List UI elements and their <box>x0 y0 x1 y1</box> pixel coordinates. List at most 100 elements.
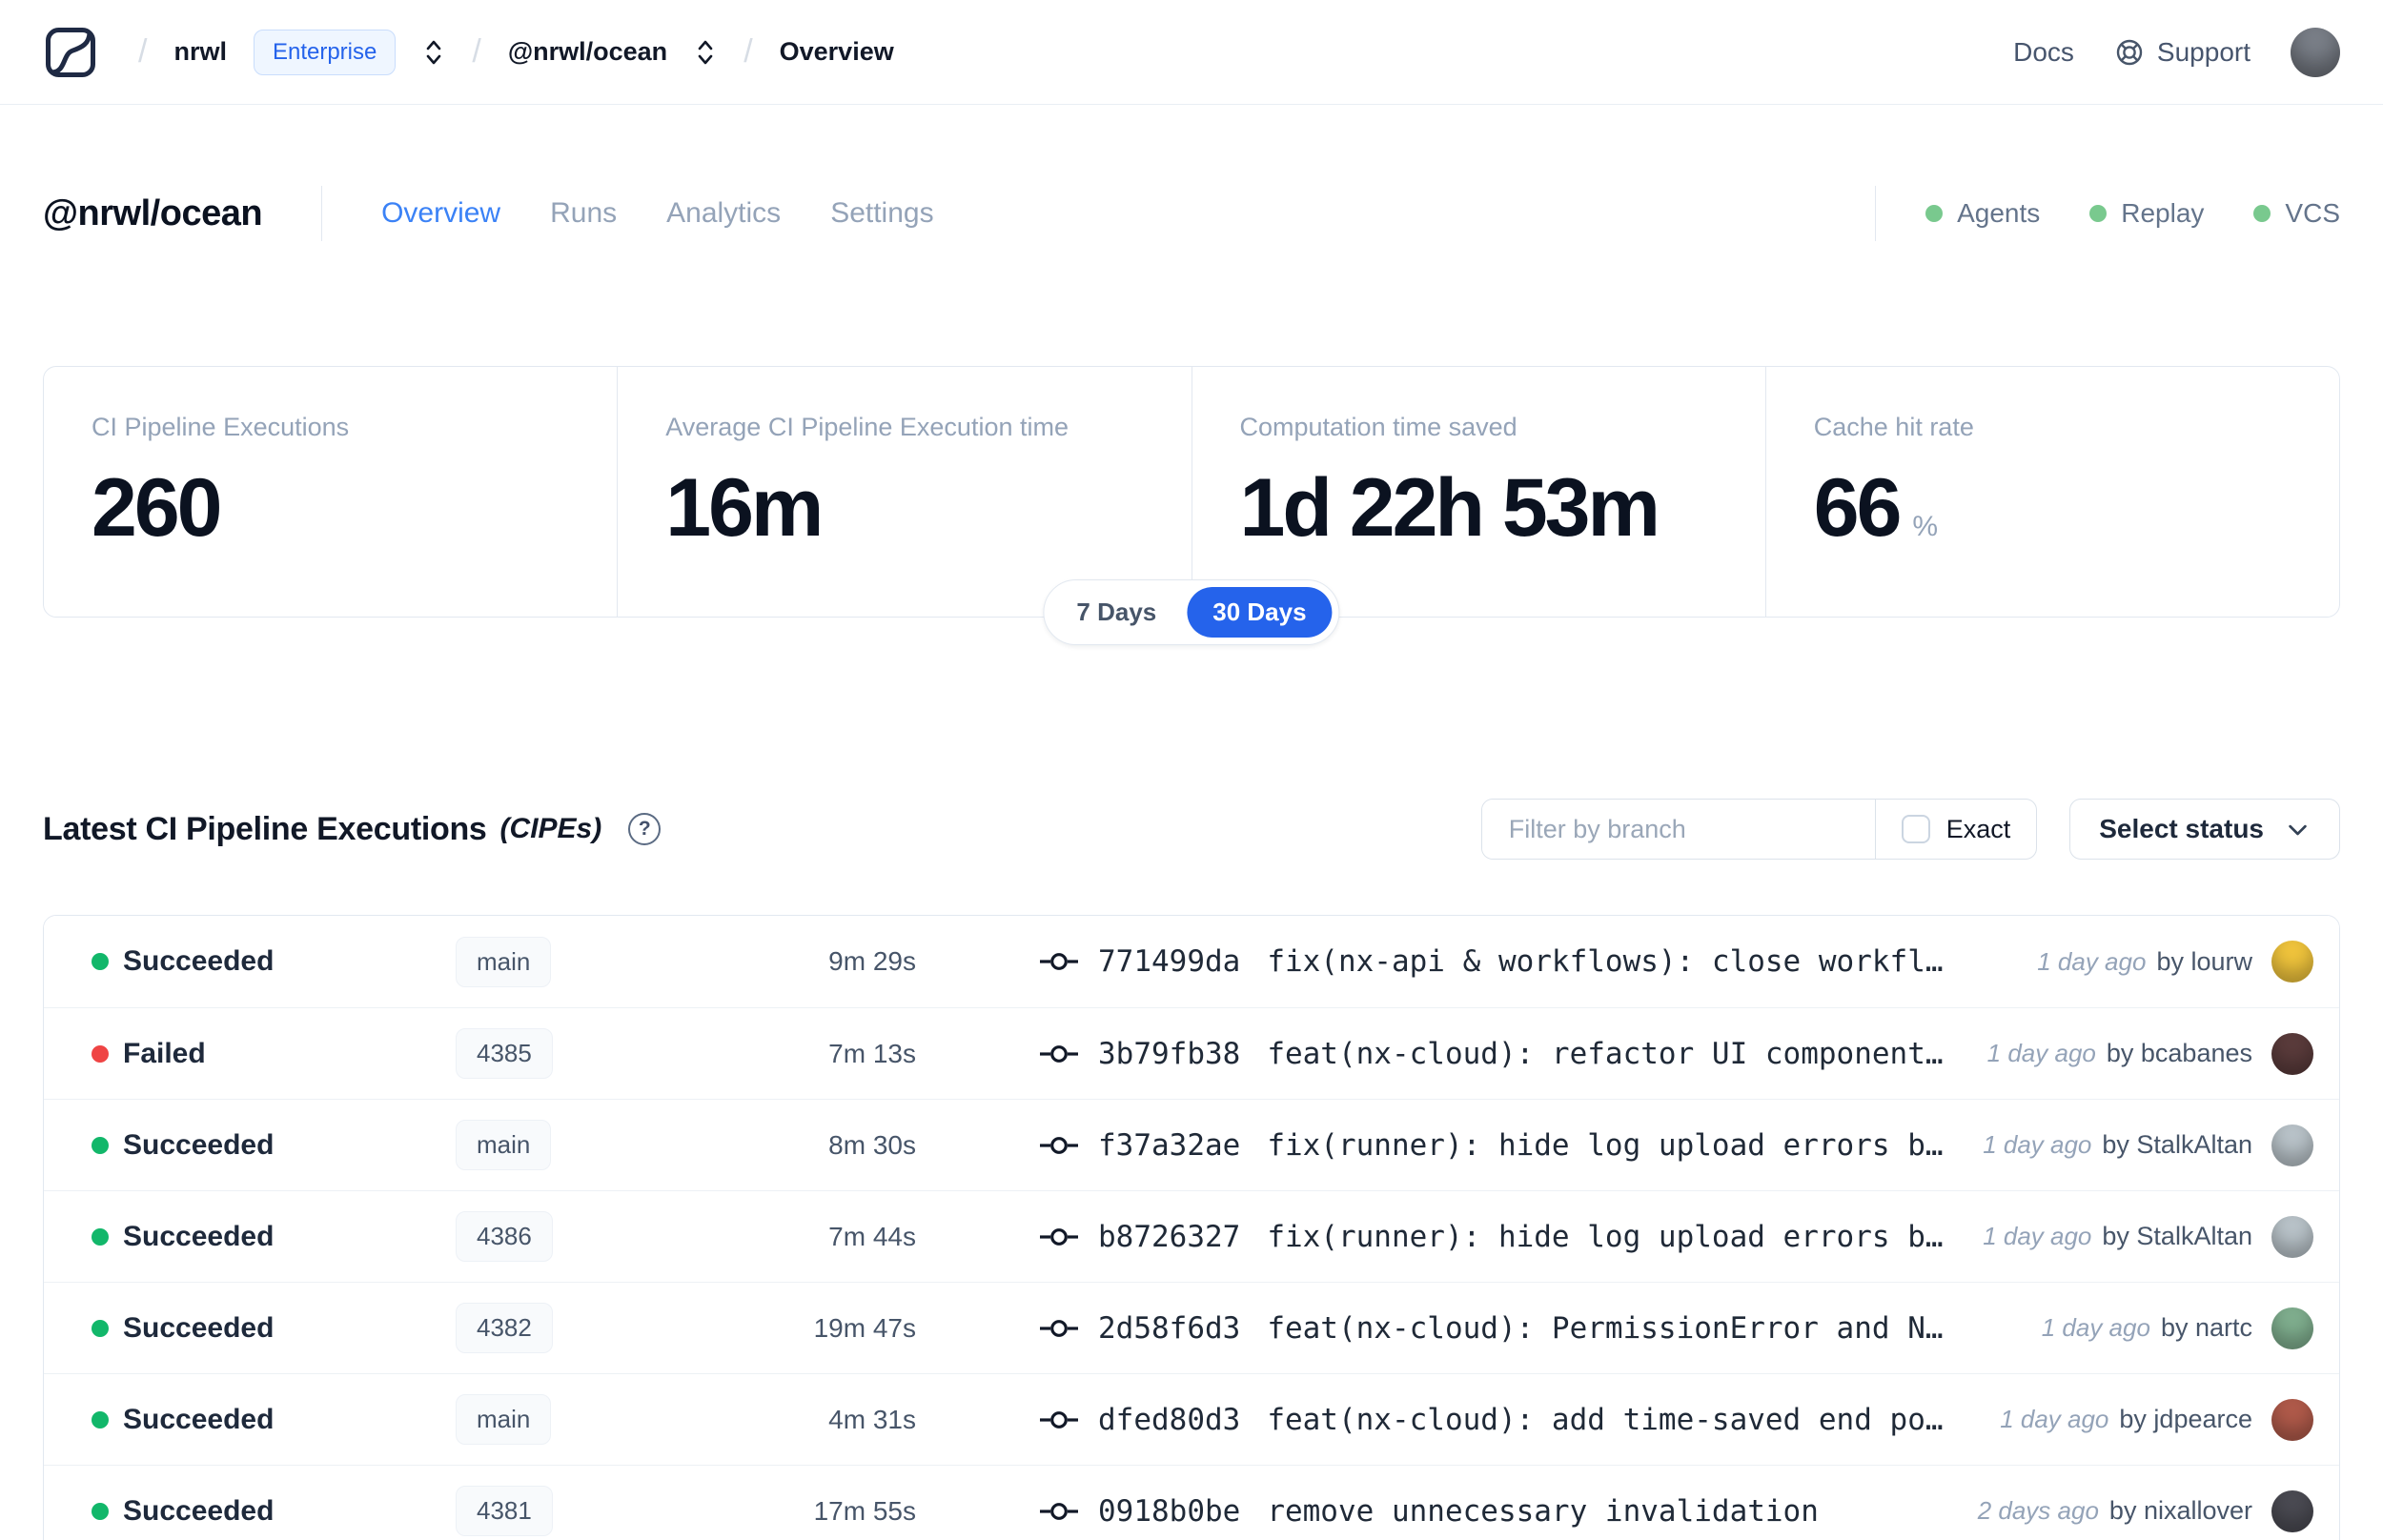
navbar-right: Docs Support <box>2013 27 2340 77</box>
cipe-time: 1 day ago <box>2037 946 2147 976</box>
stat-value: 1d 22h 53m <box>1239 462 1660 554</box>
branch-badge[interactable]: 4381 <box>456 1486 553 1536</box>
cipe-section-header: Latest CI Pipeline Executions (CIPEs) ? … <box>0 799 2383 860</box>
avatar <box>2271 941 2313 983</box>
git-commit-icon <box>1039 1406 1079 1434</box>
cipe-row[interactable]: Succeeded main 9m 29s 771499da fix(nx-api… <box>44 916 2339 1007</box>
cipe-status: Succeeded <box>123 1220 275 1252</box>
tab-runs[interactable]: Runs <box>550 197 618 229</box>
commit-info: 3b79fb38 feat(nx-cloud): refactor UI comp… <box>1039 1037 1944 1071</box>
workspace-tabs: Overview Runs Analytics Settings <box>381 197 934 230</box>
workspace-header: @nrwl/ocean Overview Runs Analytics Sett… <box>0 173 2383 253</box>
exact-match-option: Exact <box>1874 800 2037 859</box>
help-icon[interactable]: ? <box>628 813 662 845</box>
docs-link[interactable]: Docs <box>2013 36 2074 67</box>
select-status-dropdown[interactable]: Select status <box>2069 799 2340 860</box>
top-navbar: / nrwl Enterprise / @nrwl/ocean / Overvi… <box>0 0 2383 105</box>
status-vcs: VCS <box>2253 198 2340 229</box>
cipe-row[interactable]: Succeeded 4386 7m 44s b8726327 fix(runner… <box>44 1190 2339 1282</box>
tab-analytics[interactable]: Analytics <box>666 197 782 229</box>
commit-hash[interactable]: 3b79fb38 <box>1098 1036 1241 1071</box>
cipe-time: 1 day ago <box>2041 1313 2150 1342</box>
cipe-row[interactable]: Succeeded 4381 17m 55s 0918b0be remove un… <box>44 1465 2339 1540</box>
stat-cache-hit-rate: Cache hit rate 66% <box>1764 367 2339 617</box>
workspace-switcher-chevrons-icon[interactable] <box>694 35 717 70</box>
cipe-row[interactable]: Failed 4385 7m 13s 3b79fb38 feat(nx-cloud… <box>44 1007 2339 1099</box>
cipe-duration: 8m 30s <box>828 1129 916 1160</box>
tab-settings[interactable]: Settings <box>830 197 934 229</box>
branch-badge[interactable]: main <box>456 1120 552 1170</box>
select-status-label: Select status <box>2099 814 2264 843</box>
breadcrumb-org[interactable]: nrwl <box>173 37 227 66</box>
commit-hash[interactable]: 2d58f6d3 <box>1098 1310 1241 1346</box>
cipe-meta: 2 days ago by nixallover <box>1977 1489 2313 1532</box>
commit-info: b8726327 fix(runner): hide log upload err… <box>1039 1220 1944 1254</box>
cipe-row[interactable]: Succeeded main 4m 31s dfed80d3 feat(nx-cl… <box>44 1373 2339 1465</box>
cipe-duration: 17m 55s <box>813 1495 916 1526</box>
range-30-days-button[interactable]: 30 Days <box>1187 587 1333 638</box>
avatar <box>2271 1032 2313 1075</box>
exact-checkbox[interactable] <box>1901 815 1930 843</box>
cipe-section-title: Latest CI Pipeline Executions <box>43 810 487 847</box>
commit-hash[interactable]: dfed80d3 <box>1098 1402 1241 1437</box>
support-link[interactable]: Support <box>2114 37 2251 68</box>
nx-cloud-logo-icon[interactable] <box>43 25 98 80</box>
status-dot-icon <box>92 1227 109 1246</box>
stat-average-execution-time: Average CI Pipeline Execution time 16m <box>617 367 1191 617</box>
branch-filter-input[interactable] <box>1481 800 1875 859</box>
range-7-days-button[interactable]: 7 Days <box>1076 598 1157 626</box>
commit-hash[interactable]: 0918b0be <box>1098 1493 1241 1529</box>
cipe-row[interactable]: Succeeded 4382 19m 47s 2d58f6d3 feat(nx-c… <box>44 1282 2339 1373</box>
status-label: Agents <box>1957 198 2041 228</box>
status-dot-icon <box>92 1502 109 1520</box>
commit-hash[interactable]: 771499da <box>1098 944 1241 979</box>
cipe-author: by nartc <box>2160 1313 2252 1342</box>
cipe-time: 2 days ago <box>1977 1496 2099 1525</box>
status-agents: Agents <box>1925 198 2040 229</box>
cipe-time: 1 day ago <box>2000 1405 2109 1433</box>
stats-section: CI Pipeline Executions 260 Average CI Pi… <box>43 366 2340 645</box>
commit-hash[interactable]: f37a32ae <box>1098 1127 1241 1163</box>
cipe-duration: 19m 47s <box>813 1312 916 1343</box>
branch-badge[interactable]: 4386 <box>456 1211 553 1262</box>
breadcrumb: / nrwl Enterprise / @nrwl/ocean / Overvi… <box>43 25 894 80</box>
stats-card-row: CI Pipeline Executions 260 Average CI Pi… <box>43 366 2340 618</box>
cipe-meta: 1 day ago by jdpearce <box>2000 1398 2313 1441</box>
cipe-time: 1 day ago <box>1986 1039 2096 1067</box>
stat-ci-pipeline-executions: CI Pipeline Executions 260 <box>44 367 617 617</box>
breadcrumb-separator: / <box>472 33 481 70</box>
cipe-row[interactable]: Succeeded main 8m 30s f37a32ae fix(runner… <box>44 1099 2339 1190</box>
branch-filter-group: Exact <box>1480 799 2038 860</box>
status-dot-icon <box>92 1410 109 1429</box>
stat-label: CI Pipeline Executions <box>92 413 350 441</box>
avatar <box>2271 1398 2313 1441</box>
stat-suffix: % <box>1912 511 1939 542</box>
cipe-author: by StalkAltan <box>2102 1222 2252 1250</box>
user-avatar[interactable] <box>2291 27 2340 77</box>
commit-message: feat(nx-cloud): PermissionError and N… <box>1267 1310 1944 1346</box>
branch-badge[interactable]: 4385 <box>456 1028 553 1079</box>
breadcrumb-workspace[interactable]: @nrwl/ocean <box>507 37 668 66</box>
commit-info: 771499da fix(nx-api & workflows): close w… <box>1039 944 1944 979</box>
org-switcher-chevrons-icon[interactable] <box>422 35 445 70</box>
branch-badge[interactable]: main <box>456 936 552 987</box>
status-dot-icon <box>2089 205 2108 222</box>
cipe-time: 1 day ago <box>1983 1222 2092 1250</box>
git-commit-icon <box>1039 1040 1079 1068</box>
cipe-duration: 4m 31s <box>828 1404 916 1434</box>
support-label: Support <box>2156 36 2251 67</box>
cipe-status: Succeeded <box>123 1403 275 1435</box>
tab-overview[interactable]: Overview <box>381 197 501 229</box>
status-dot-icon <box>92 1044 109 1063</box>
cipe-status: Succeeded <box>123 1494 275 1527</box>
commit-message: remove unnecessary invalidation <box>1267 1493 1819 1529</box>
branch-badge[interactable]: main <box>456 1394 552 1445</box>
status-dot-icon <box>1925 205 1944 222</box>
commit-hash[interactable]: b8726327 <box>1098 1219 1241 1254</box>
breadcrumb-separator: / <box>138 33 148 70</box>
status-dot-icon <box>2253 205 2271 222</box>
date-range-toggle: 7 Days 30 Days <box>1043 579 1340 645</box>
commit-message: fix(runner): hide log upload errors b… <box>1267 1127 1944 1163</box>
commit-info: dfed80d3 feat(nx-cloud): add time-saved e… <box>1039 1403 1944 1437</box>
branch-badge[interactable]: 4382 <box>456 1303 553 1353</box>
